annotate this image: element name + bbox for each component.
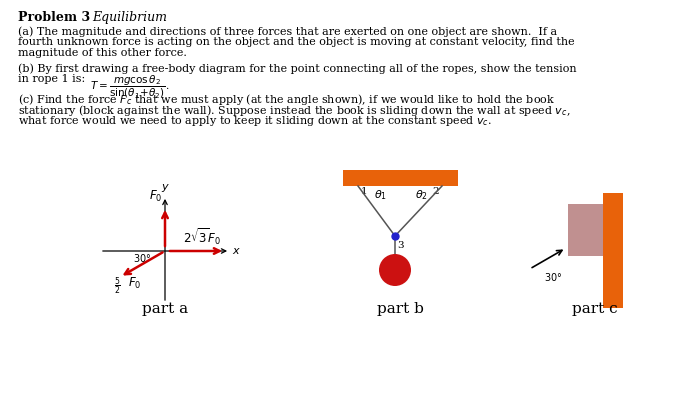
- Text: what force would we need to apply to keep it sliding down at the constant speed : what force would we need to apply to kee…: [18, 114, 492, 128]
- Text: (c) Find the force $F_c$ that we must apply (at the angle shown), if we would li: (c) Find the force $F_c$ that we must ap…: [18, 92, 555, 107]
- Text: $\theta_2$: $\theta_2$: [415, 188, 428, 202]
- Text: $T = \dfrac{mg\cos\theta_2}{\sin(\theta_1\!+\!\theta_2)}$.: $T = \dfrac{mg\cos\theta_2}{\sin(\theta_…: [90, 73, 169, 100]
- Text: $30°$: $30°$: [544, 271, 562, 283]
- Text: Problem 3: Problem 3: [18, 11, 90, 24]
- Text: (b) By first drawing a free-body diagram for the point connecting all of the rop: (b) By first drawing a free-body diagram…: [18, 63, 577, 74]
- Text: 2: 2: [433, 187, 439, 196]
- Text: $2\sqrt{3}F_0$: $2\sqrt{3}F_0$: [183, 226, 221, 247]
- Text: part b: part b: [377, 302, 424, 316]
- Text: $x$: $x$: [232, 246, 241, 256]
- Text: part c: part c: [572, 302, 618, 316]
- Text: $30°$: $30°$: [133, 252, 151, 264]
- Text: in rope 1 is:: in rope 1 is:: [18, 74, 85, 84]
- Bar: [568, 204, 603, 256]
- Text: $\frac{5}{2}$: $\frac{5}{2}$: [114, 276, 121, 297]
- Bar: [603, 193, 623, 308]
- Text: $y$: $y$: [160, 182, 169, 194]
- Bar: [343, 170, 458, 186]
- Text: Equilibrium: Equilibrium: [92, 11, 167, 24]
- Text: fourth unknown force is acting on the object and the object is moving at constan: fourth unknown force is acting on the ob…: [18, 37, 575, 47]
- Text: stationary (block against the wall). Suppose instead the book is sliding down th: stationary (block against the wall). Sup…: [18, 103, 570, 118]
- Text: $\theta_1$: $\theta_1$: [374, 188, 387, 202]
- Circle shape: [379, 254, 411, 286]
- Text: (a) The magnitude and directions of three forces that are exerted on one object : (a) The magnitude and directions of thre…: [18, 26, 557, 36]
- Text: $m$: $m$: [388, 263, 402, 276]
- Text: 3: 3: [397, 241, 404, 250]
- Text: part a: part a: [142, 302, 188, 316]
- Text: magnitude of this other force.: magnitude of this other force.: [18, 48, 187, 58]
- Text: $F_0$: $F_0$: [148, 189, 162, 204]
- Text: 1: 1: [361, 187, 368, 196]
- Text: $F_0$: $F_0$: [128, 276, 141, 291]
